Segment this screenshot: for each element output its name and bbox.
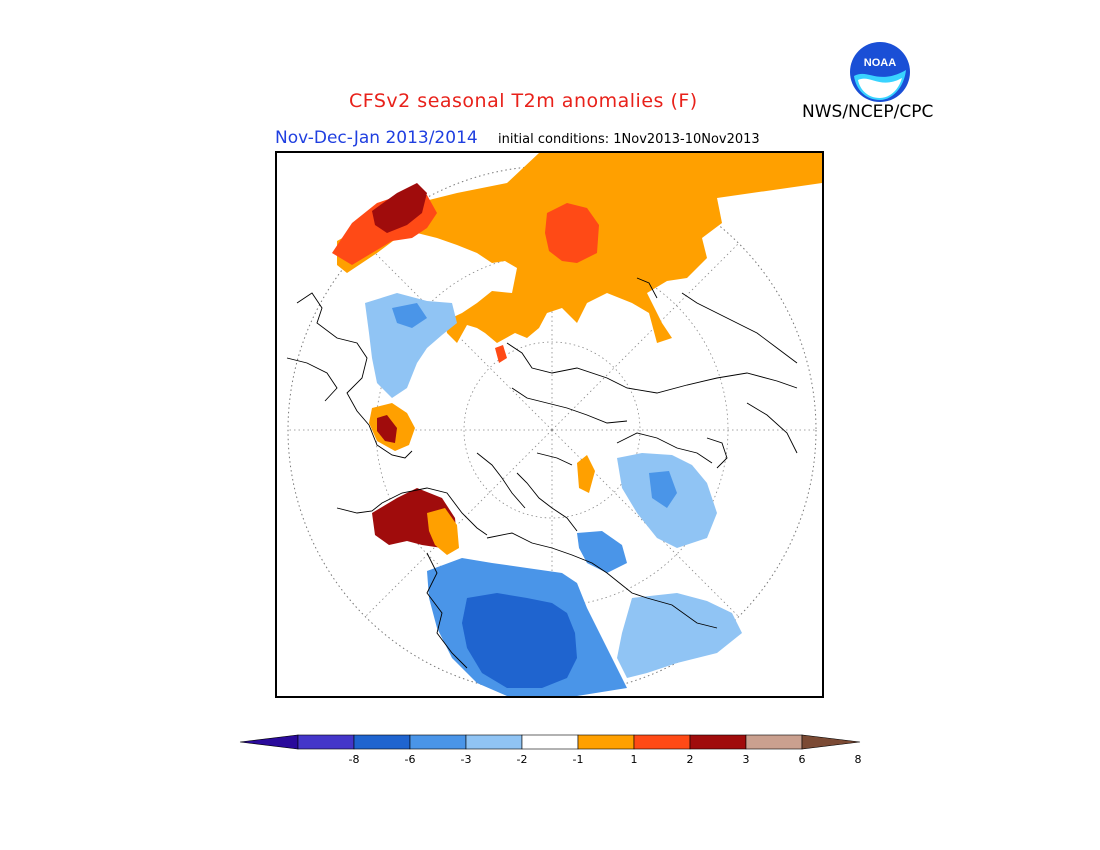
very-hot-anomaly-northwest-africa [377,415,397,443]
colorbar-box [689,734,747,750]
colorbar-box [297,734,355,750]
colorbar-boxes [239,734,861,750]
colorbar-tick-label: 6 [799,753,806,766]
anomaly-map [275,151,824,698]
colorbar-tick-label: 1 [631,753,638,766]
initial-conditions-label: initial conditions: 1Nov2013-10Nov2013 [498,132,760,147]
noaa-logo-text: NOAA [864,57,896,69]
season-label: Nov-Dec-Jan 2013/2014 [275,128,478,148]
colorbar-box [465,734,523,750]
colorbar-tick-label: -6 [405,753,416,766]
colorbar-tick-label: -3 [461,753,472,766]
colorbar-tick-label: 3 [743,753,750,766]
colorbar-box [521,734,579,750]
colorbar-tick-label: -8 [349,753,360,766]
very-hot-anomaly-scandinavia [372,183,427,233]
colorbar-arrow-low [239,734,299,750]
noaa-logo: NOAA [850,42,910,102]
cold-anomaly-eastern-europe [365,293,457,398]
hot-anomaly-central-siberia [545,203,599,263]
colorbar-tick-label: -1 [573,753,584,766]
colorbar-box [745,734,803,750]
colder-anomaly-greenland [649,471,677,508]
strong-cold-anomaly-north-america [462,593,577,688]
colorbar-box [577,734,635,750]
colorbar-arrow-high [801,734,861,750]
agency-label: NWS/NCEP/CPC [802,102,934,122]
hot-anomaly-small [495,345,507,363]
colorbar-labels: -8 -6 -3 -2 -1 1 2 3 6 8 [349,753,862,766]
warm-anomaly-alaska-edge [427,508,459,555]
map-title: CFSv2 seasonal T2m anomalies (F) [349,90,698,112]
colorbar-box [633,734,691,750]
coastlines [286,277,798,669]
warm-anomaly-greenland-edge [577,455,595,493]
colorbar-tick-label: -2 [517,753,528,766]
colorbar-box [409,734,467,750]
polar-map-svg [286,153,822,696]
colorbar-box [353,734,411,750]
anomaly-colorbar: -8 -6 -3 -2 -1 1 2 3 6 8 [239,734,862,766]
cold-anomaly-eastern-canada [617,593,742,678]
latitude-circle [463,341,641,519]
colder-anomaly-eastern-europe [392,303,427,328]
colorbar-tick-label: 2 [687,753,694,766]
colorbar-tick-label: 8 [855,753,862,766]
cold-anomaly-hudson-bay [577,531,627,573]
